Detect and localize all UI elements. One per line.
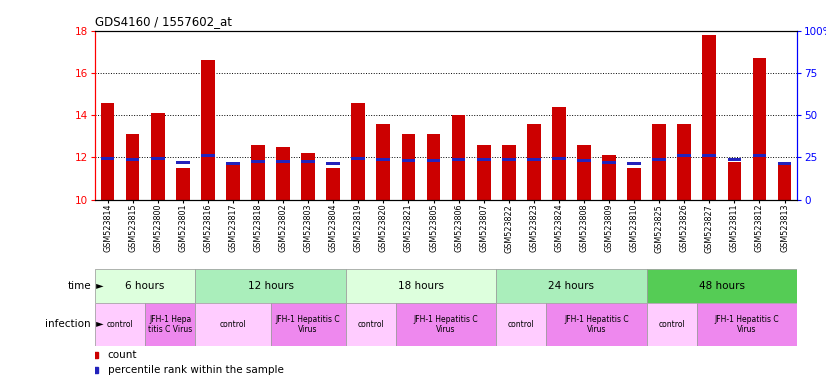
Bar [702,154,716,157]
Bar [95,269,195,303]
Bar [176,161,190,164]
Text: control: control [358,320,384,329]
Text: control: control [508,320,534,329]
Bar [653,124,666,200]
Text: control: control [220,320,246,329]
Text: infection: infection [45,319,91,329]
Bar [401,134,415,200]
Bar [201,60,215,200]
Bar [697,303,797,346]
Text: GDS4160 / 1557602_at: GDS4160 / 1557602_at [95,15,232,28]
Bar [527,158,541,161]
Text: JFH-1 Hepatitis C
Virus: JFH-1 Hepatitis C Virus [276,315,340,334]
Bar [496,303,546,346]
Bar [502,158,515,161]
Bar [552,157,566,160]
Bar [346,269,496,303]
Bar [151,113,164,200]
Text: JFH-1 Hepatitis C
Virus: JFH-1 Hepatitis C Virus [414,315,478,334]
Bar [702,35,716,200]
Bar [777,162,791,165]
Bar [251,145,265,200]
Bar [145,303,195,346]
Bar [195,269,346,303]
Bar [195,303,271,346]
Bar [496,269,647,303]
Bar [95,303,145,346]
Bar [452,115,466,200]
Text: time: time [67,281,91,291]
Bar [728,158,741,161]
Text: JFH-1 Hepatitis C
Virus: JFH-1 Hepatitis C Virus [714,315,779,334]
Bar [301,153,315,200]
Bar [602,155,616,200]
Bar [101,157,115,160]
Bar [126,158,140,161]
Bar [577,145,591,200]
Bar [101,103,115,200]
Text: ►: ► [93,281,103,291]
Bar [546,303,647,346]
Bar [627,168,641,200]
Bar [477,145,491,200]
Bar [351,103,365,200]
Text: percentile rank within the sample: percentile rank within the sample [107,366,283,376]
Bar [552,107,566,200]
Bar [326,162,340,165]
Bar [301,160,315,163]
Bar [226,162,240,165]
Bar [426,159,440,162]
Bar [401,159,415,162]
Text: 6 hours: 6 hours [126,281,165,291]
Bar [752,154,767,157]
Bar [351,157,365,160]
Bar [276,147,290,200]
Text: 12 hours: 12 hours [248,281,293,291]
Text: control: control [658,320,685,329]
Text: 18 hours: 18 hours [398,281,444,291]
Bar [577,159,591,162]
Bar [627,162,641,165]
Bar [176,168,190,200]
Bar [527,124,541,200]
Bar [602,161,616,164]
Bar [777,162,791,200]
Text: JFH-1 Hepatitis C
Virus: JFH-1 Hepatitis C Virus [564,315,629,334]
Text: control: control [107,320,134,329]
Text: JFH-1 Hepa
titis C Virus: JFH-1 Hepa titis C Virus [148,315,192,334]
Bar [752,58,767,200]
Bar [677,124,691,200]
Bar [226,162,240,200]
Bar [477,158,491,161]
Bar [647,269,797,303]
Bar [377,158,390,161]
Text: 48 hours: 48 hours [699,281,745,291]
Bar [151,157,164,160]
Bar [502,145,515,200]
Bar [126,134,140,200]
Bar [276,160,290,163]
Bar [426,134,440,200]
Bar [677,154,691,157]
Bar [377,124,390,200]
Text: 24 hours: 24 hours [548,281,595,291]
Text: ►: ► [93,319,103,329]
Bar [396,303,496,346]
Bar [271,303,346,346]
Text: count: count [107,350,137,360]
Bar [201,154,215,157]
Bar [647,303,697,346]
Bar [326,168,340,200]
Bar [653,158,666,161]
Bar [452,158,466,161]
Bar [251,160,265,163]
Bar [346,303,396,346]
Bar [728,162,741,200]
